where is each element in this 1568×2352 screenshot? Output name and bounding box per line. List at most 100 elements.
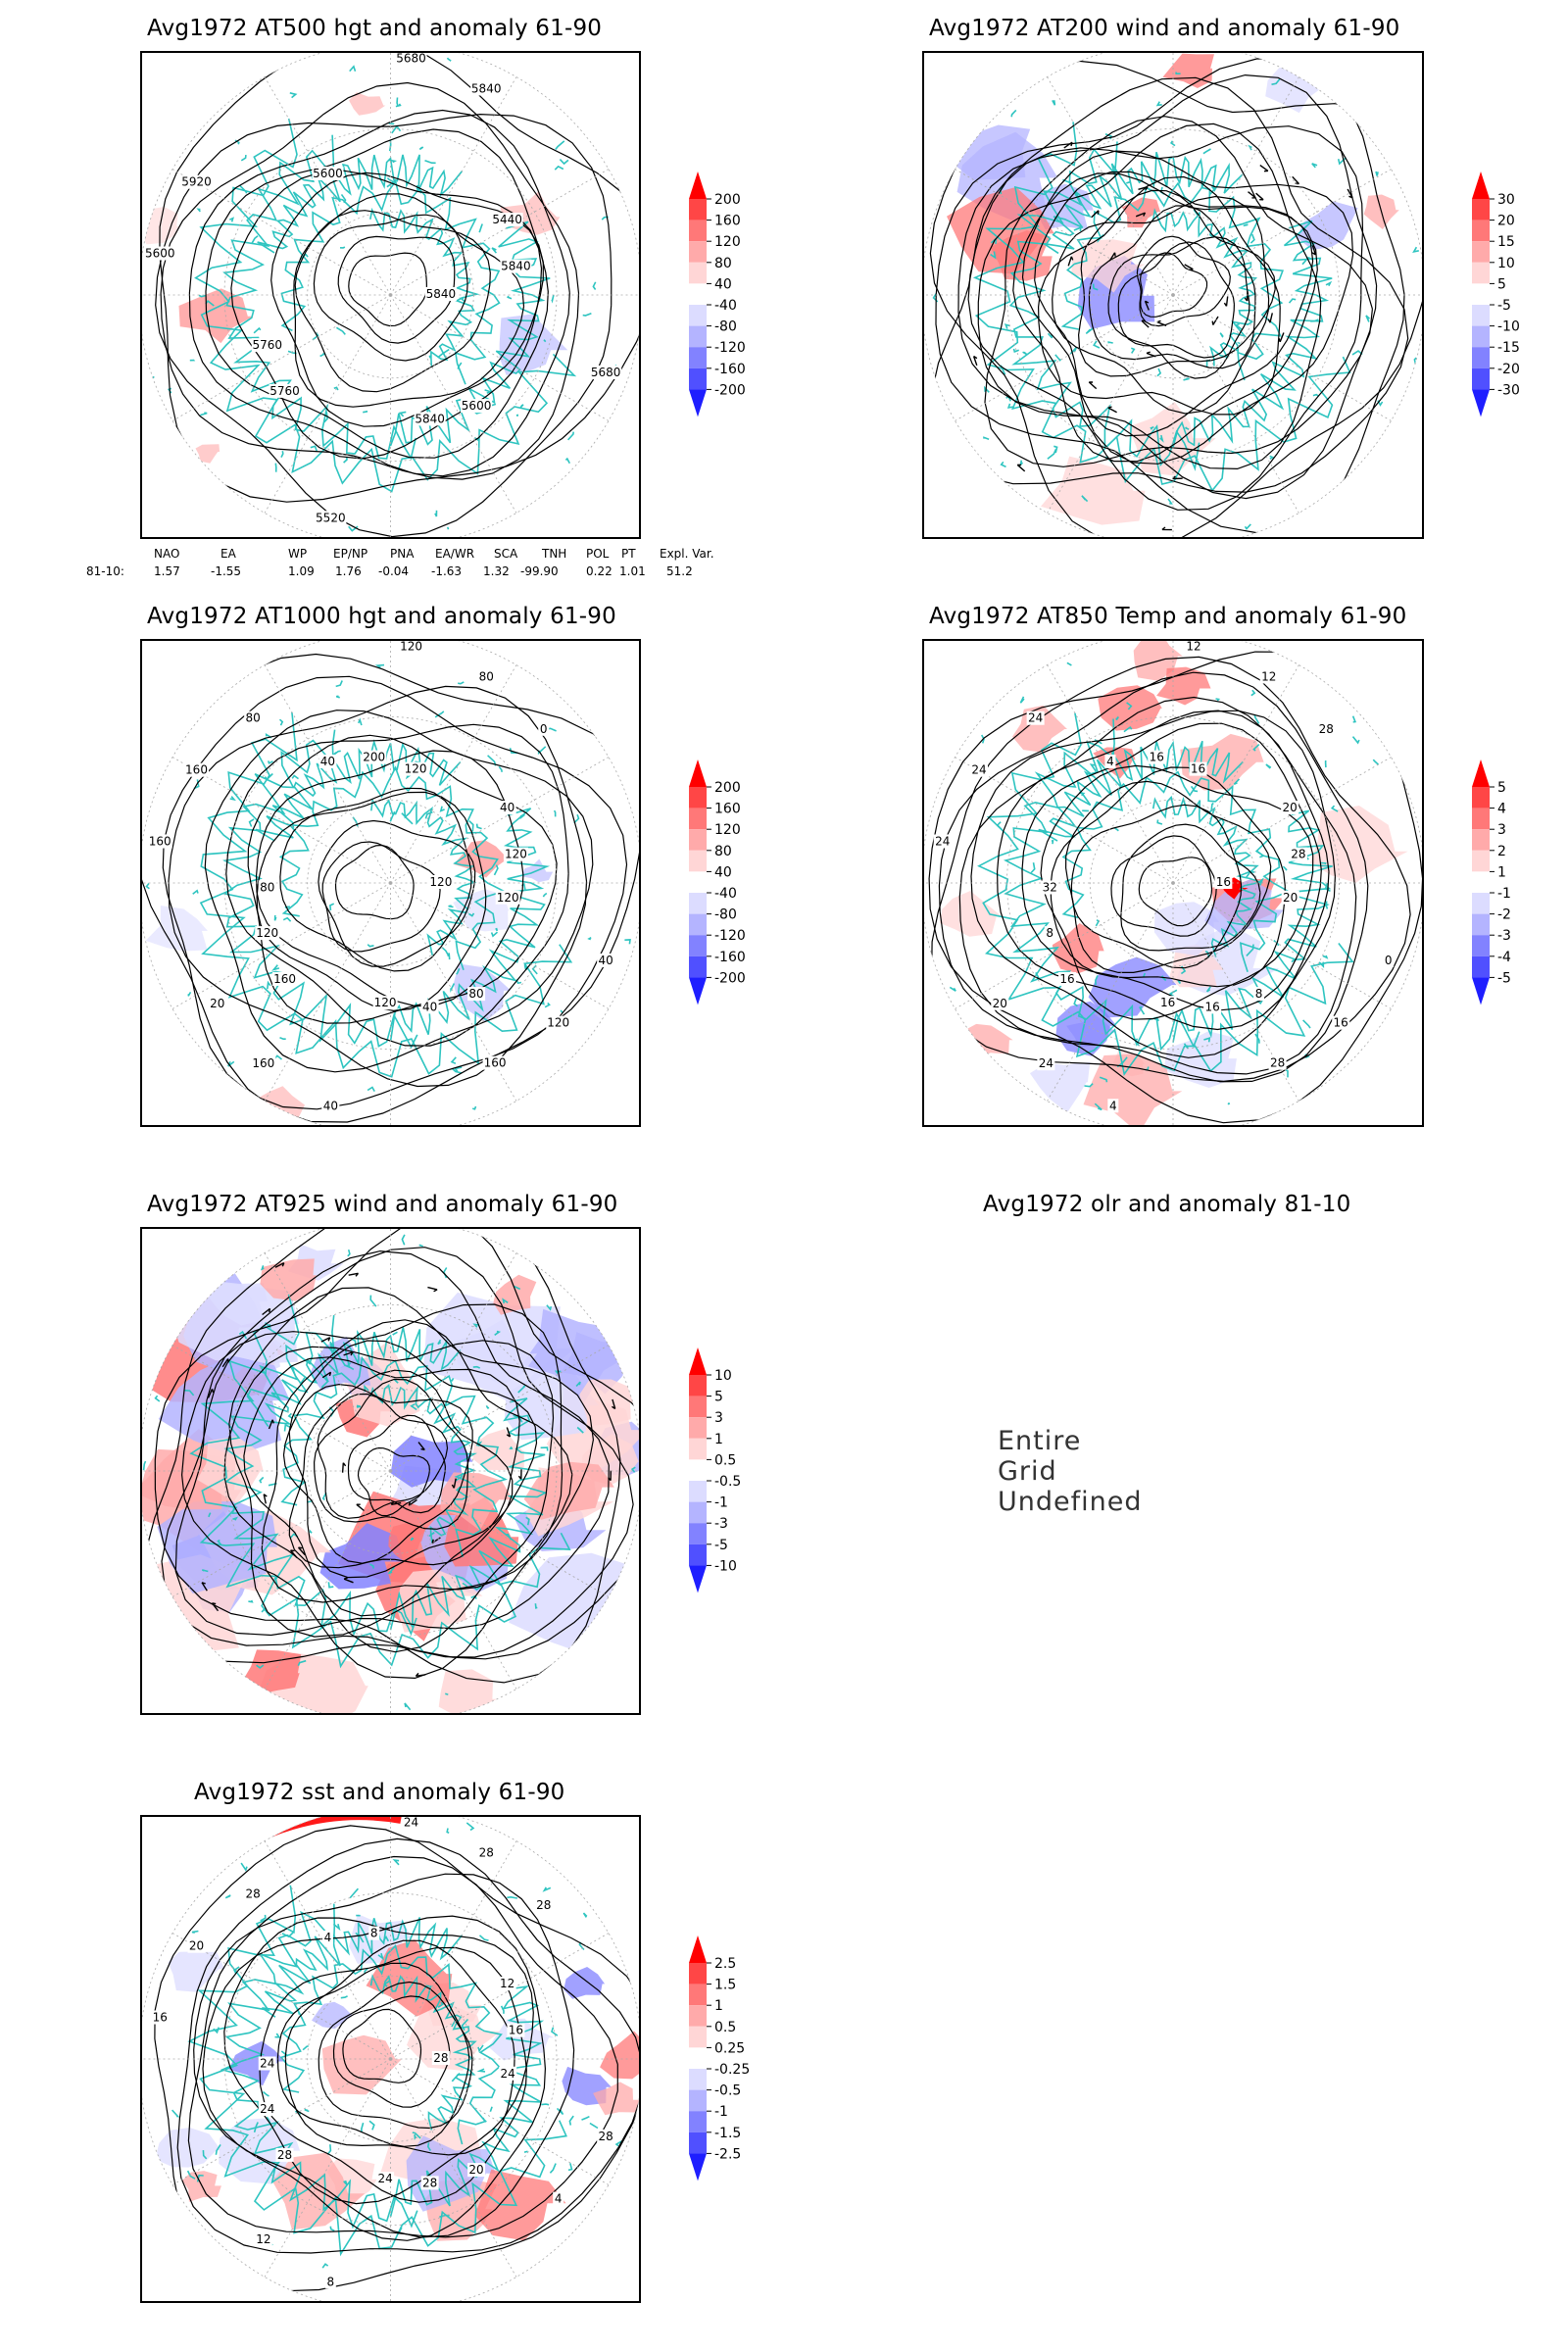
- contour-line: [288, 1340, 538, 1579]
- scale-tick-label: 80: [714, 256, 732, 271]
- wind-arrow: [1347, 188, 1353, 199]
- wind-arrow: [1278, 332, 1285, 343]
- contour-label: 8: [1044, 926, 1055, 941]
- coastline-layer: [145, 53, 617, 532]
- scale-end-high: [1472, 760, 1490, 787]
- scale-tick-label: 10: [714, 1368, 732, 1384]
- svg-text:28: 28: [479, 1845, 494, 1859]
- scale-box: [689, 956, 707, 978]
- contour-label: 24: [402, 1817, 420, 1830]
- scale-box: [1472, 220, 1490, 242]
- wind-arrow: [1255, 192, 1264, 201]
- contour-label: 5600: [461, 399, 493, 414]
- scale-tick-label: -80: [714, 319, 737, 335]
- contour-label: 24: [258, 2056, 276, 2071]
- svg-text:24: 24: [260, 2102, 274, 2116]
- scale-tick-label: -80: [714, 907, 737, 923]
- scale-tick-label: 200: [714, 192, 741, 208]
- wind-arrow: [1141, 319, 1150, 328]
- wind-arrow: [417, 1442, 425, 1451]
- svg-text:5520: 5520: [316, 511, 346, 524]
- contour-label: 24: [1026, 710, 1045, 725]
- svg-text:5600: 5600: [145, 247, 175, 261]
- anomaly-patch: [523, 1461, 614, 1520]
- contour-line: [282, 1383, 473, 1564]
- svg-text:16: 16: [1334, 1016, 1348, 1030]
- wind-arrow: [1067, 256, 1074, 267]
- tele-value-explvar: 51.2: [666, 564, 693, 578]
- contour-line: [247, 734, 558, 1024]
- svg-text:5920: 5920: [181, 175, 212, 189]
- scale-box: [689, 368, 707, 390]
- scale-tick-label: 4: [1497, 802, 1506, 817]
- contour-label: 4: [1107, 1099, 1119, 1113]
- scale-end-low: [689, 389, 707, 417]
- contour-line: [1021, 150, 1354, 465]
- contour-line: [204, 710, 594, 1073]
- wind-arrow: [1311, 245, 1317, 256]
- color-scale: 200 160 120 80 40 -40 -80 -120 -160 -200: [689, 760, 746, 1005]
- scale-box: [689, 1523, 707, 1544]
- contour-line: [313, 214, 468, 362]
- contour-label: 5840: [500, 259, 532, 273]
- scale-tick-label: -20: [1497, 362, 1520, 377]
- scale-box: [689, 893, 707, 914]
- contour-label: 120: [399, 641, 424, 654]
- contour-label: 20: [467, 2163, 486, 2178]
- contour-label: 24: [1037, 1056, 1055, 1071]
- svg-text:16: 16: [1059, 972, 1074, 986]
- contour-line: [357, 1446, 431, 1517]
- contour-label: 5840: [414, 412, 446, 426]
- wind-arrow: [972, 355, 978, 367]
- contour-line: [205, 128, 549, 459]
- contour-label: 4: [321, 1930, 333, 1944]
- wind-arrow: [274, 1261, 285, 1268]
- wind-arrow: [451, 1478, 457, 1489]
- scale-tick-label: 0.5: [714, 2020, 736, 2035]
- contour-line: [225, 723, 569, 1047]
- scale-box: [689, 1438, 707, 1460]
- svg-text:200: 200: [363, 751, 385, 764]
- contour-label: 16: [1158, 996, 1177, 1010]
- scale-box: [689, 1481, 707, 1502]
- wind-arrow: [263, 1494, 268, 1504]
- anomaly-patch: [319, 1523, 404, 1590]
- svg-text:20: 20: [189, 1939, 204, 1953]
- map-canvas: 120 160 120 80 160 40 40 40 40 120 80 40 160 120 160 20…: [142, 641, 639, 1125]
- wind-arrow: [321, 1371, 332, 1379]
- contour-label: 8: [1253, 987, 1265, 1002]
- svg-text:28: 28: [1319, 722, 1334, 736]
- map-canvas: [924, 53, 1422, 537]
- scale-tick-label: -1: [714, 1495, 728, 1511]
- panel-title: Avg1972 AT500 hgt and anomaly 61-90: [147, 16, 603, 41]
- map-canvas: 28 28 24 20 16 12 8 4 28 24 28 28 20 16 12 8 4 24 28 24 28 24: [142, 1817, 639, 2301]
- tele-header-pt: PT: [621, 547, 636, 561]
- anomaly-patch: [145, 906, 208, 952]
- tele-value-tnh: -99.90: [520, 564, 559, 578]
- anomaly-patch: [158, 1355, 290, 1456]
- anomaly-patch: [1088, 956, 1177, 1018]
- tele-value-pna: -0.04: [378, 564, 410, 578]
- scale-box: [1472, 956, 1490, 978]
- svg-text:5760: 5760: [270, 384, 300, 398]
- contour-line: [1117, 241, 1235, 359]
- contour-label: 16: [151, 2010, 170, 2025]
- contour-label: 5680: [590, 365, 622, 379]
- tele-value-epnp: 1.76: [335, 564, 362, 578]
- tele-header-nao: NAO: [154, 547, 180, 561]
- color-scale: 200 160 120 80 40 -40 -80 -120 -160 -200: [689, 172, 746, 417]
- contour-label: 20: [1281, 890, 1299, 905]
- contour-label: 28: [431, 2051, 450, 2065]
- anomaly-patch: [493, 1274, 537, 1315]
- scale-box: [689, 2047, 707, 2069]
- scale-box: [1472, 850, 1490, 872]
- scale-tick-label: 120: [714, 234, 741, 250]
- scale-box: [689, 1459, 707, 1481]
- wind-arrow: [415, 1672, 426, 1677]
- scale-box: [689, 1396, 707, 1418]
- contour-label: 5760: [269, 383, 301, 398]
- color-scale: 5 4 3 2 1 -1 -2 -3 -4 -5: [1472, 760, 1511, 1005]
- scale-tick-label: -1.5: [714, 2126, 741, 2141]
- scale-box: [689, 2026, 707, 2048]
- wind-arrow: [390, 1500, 402, 1505]
